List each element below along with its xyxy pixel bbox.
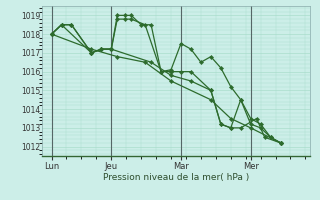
- X-axis label: Pression niveau de la mer( hPa ): Pression niveau de la mer( hPa ): [103, 173, 249, 182]
